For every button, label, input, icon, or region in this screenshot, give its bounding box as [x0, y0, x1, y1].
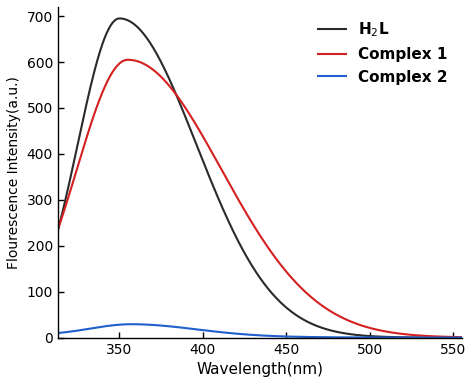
Line: H$_2$L: H$_2$L	[58, 18, 462, 338]
Complex 2	[373, 335, 379, 340]
Legend: H$_2$L, Complex 1, Complex 2: H$_2$L, Complex 1, Complex 2	[312, 15, 454, 91]
H$_2$L	[241, 249, 246, 253]
Complex 1	[55, 228, 61, 232]
H$_2$L	[447, 335, 453, 340]
H$_2$L	[75, 139, 81, 144]
Complex 2	[55, 331, 61, 335]
H$_2$L	[117, 16, 122, 21]
Complex 1	[447, 334, 453, 339]
Complex 1	[373, 327, 379, 332]
Complex 2	[459, 335, 465, 340]
Complex 2	[447, 335, 453, 340]
Complex 2	[447, 335, 453, 340]
Y-axis label: Flourescence Intensity(a.u.): Flourescence Intensity(a.u.)	[7, 76, 21, 269]
H$_2$L	[459, 335, 465, 340]
Complex 1	[447, 334, 453, 339]
Complex 1	[241, 206, 246, 211]
H$_2$L	[55, 228, 61, 233]
Complex 2	[241, 332, 246, 336]
Complex 1	[251, 224, 257, 229]
Complex 2	[75, 328, 81, 333]
Complex 2	[251, 333, 257, 337]
Complex 1	[75, 162, 81, 167]
Complex 1	[125, 58, 131, 62]
X-axis label: Wavelength(nm): Wavelength(nm)	[196, 362, 323, 377]
Complex 1	[459, 335, 465, 339]
Line: Complex 1: Complex 1	[58, 60, 462, 337]
Complex 2	[129, 322, 135, 326]
H$_2$L	[373, 334, 379, 339]
Line: Complex 2: Complex 2	[58, 324, 462, 338]
H$_2$L	[251, 267, 257, 271]
H$_2$L	[447, 335, 453, 340]
